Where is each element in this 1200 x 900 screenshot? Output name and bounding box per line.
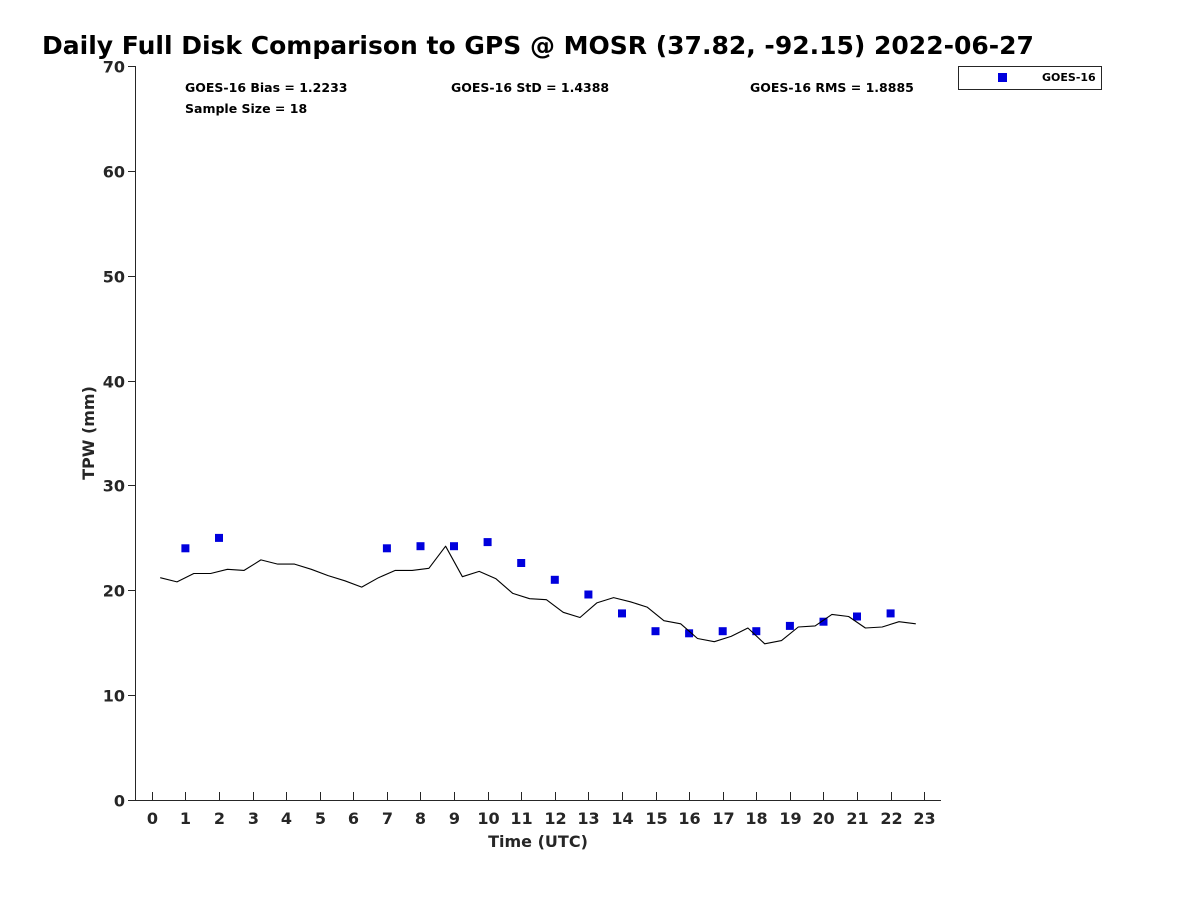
x-tick-label: 16: [678, 809, 700, 828]
goes16-point: [718, 627, 727, 636]
y-tick-label: 60: [103, 163, 125, 182]
x-tick-label: 5: [315, 809, 326, 828]
goes16-point: [752, 627, 761, 636]
x-tick-label: 22: [880, 809, 902, 828]
x-tick-label: 2: [214, 809, 225, 828]
y-tick-label: 20: [103, 582, 125, 601]
legend-box: [958, 66, 1102, 90]
y-tick-label: 50: [103, 268, 125, 287]
goes16-point: [886, 609, 895, 618]
goes16-point: [550, 575, 559, 584]
goes16-point: [685, 629, 694, 638]
legend: GOES-16: [958, 66, 1102, 90]
y-tick-label: 40: [103, 373, 125, 392]
y-tick-label: 10: [103, 687, 125, 706]
bias-stat: GOES-16 Bias = 1.2233: [185, 80, 347, 95]
chart-title: Daily Full Disk Comparison to GPS @ MOSR…: [42, 31, 1034, 60]
x-tick-label: 3: [248, 809, 259, 828]
goes16-point: [853, 612, 861, 621]
x-tick-label: 10: [477, 809, 499, 828]
x-tick-label: 19: [779, 809, 801, 828]
std-stat: GOES-16 StD = 1.4388: [451, 80, 609, 95]
x-tick-label: 20: [812, 809, 834, 828]
x-tick-label: 8: [415, 809, 426, 828]
y-tick-label: 30: [103, 477, 125, 496]
goes16-point: [819, 617, 828, 626]
x-tick-label: 1: [180, 809, 191, 828]
x-tick-label: 15: [645, 809, 667, 828]
y-axis-label: TPW (mm): [79, 386, 98, 480]
x-ticks: 0 1 2 3 4 5 6 7 8 9 10 11 12 13 14 15 16 17 18 19 20 21 22 23: [147, 792, 936, 828]
x-tick-label: 0: [147, 809, 158, 828]
legend-label: GOES-16: [1042, 71, 1096, 84]
x-tick-label: 18: [745, 809, 767, 828]
y-tick-label: 0: [114, 792, 125, 811]
goes16-point: [416, 542, 425, 551]
x-tick-label: 23: [913, 809, 935, 828]
goes16-point: [584, 590, 593, 599]
goes16-point: [215, 533, 223, 542]
x-tick-label: 9: [449, 809, 460, 828]
x-tick-label: 21: [846, 809, 868, 828]
goes16-point: [181, 544, 190, 553]
x-tick-label: 11: [510, 809, 532, 828]
x-tick-label: 13: [577, 809, 599, 828]
goes16-point: [785, 621, 794, 630]
sample-size-stat: Sample Size = 18: [185, 101, 307, 116]
goes16-point: [450, 542, 458, 551]
series-layer: [160, 533, 916, 645]
x-tick-label: 12: [544, 809, 566, 828]
x-tick-label: 14: [611, 809, 633, 828]
gps-tpw-line: [160, 545, 916, 645]
x-axis-label: Time (UTC): [488, 832, 588, 851]
rms-stat: GOES-16 RMS = 1.8885: [750, 80, 914, 95]
y-ticks: 0 10 20 30 40 50 60 70: [103, 58, 135, 811]
goes16-point: [618, 609, 626, 618]
x-tick-label: 6: [348, 809, 359, 828]
x-tick-label: 4: [281, 809, 292, 828]
goes16-point: [382, 544, 391, 553]
legend-marker: [998, 73, 1007, 82]
goes16-point: [651, 627, 660, 636]
x-tick-label: 17: [712, 809, 734, 828]
goes16-point: [517, 559, 526, 567]
y-tick-label: 70: [103, 58, 125, 77]
goes16-point: [483, 538, 492, 547]
x-tick-label: 7: [382, 809, 393, 828]
